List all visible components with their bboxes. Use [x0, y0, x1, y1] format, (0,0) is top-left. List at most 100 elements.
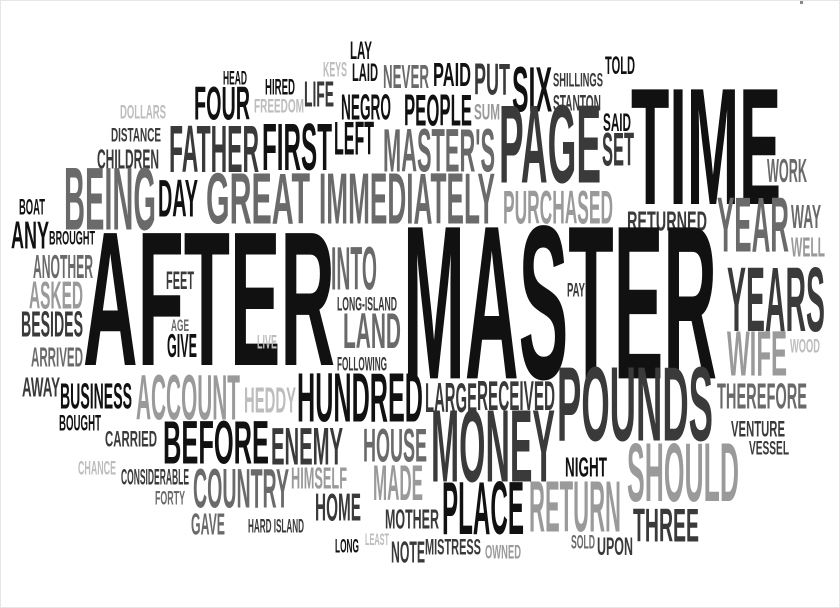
cloud-word-sold: SOLD	[571, 531, 596, 553]
cloud-word-pay: PAY	[567, 279, 585, 301]
cloud-word-considerable: CONSIDERABLE	[121, 464, 190, 490]
cloud-word-owned: OWNED	[485, 541, 521, 563]
cloud-word-hard-island: HARD ISLAND	[248, 515, 305, 537]
cloud-word-time: TIME	[631, 53, 781, 241]
cloud-word-chance: CHANCE	[78, 457, 116, 479]
cloud-word-first: FIRST	[262, 109, 332, 185]
cloud-word-give: GIVE	[167, 327, 197, 365]
cloud-word-asked: ASKED	[29, 273, 84, 317]
cloud-word-any: ANY	[11, 213, 50, 257]
cloud-word-bought: BOUGHT	[59, 410, 101, 436]
cloud-word-away: AWAY	[22, 371, 61, 403]
cloud-word-into: INTO	[331, 234, 377, 304]
cloud-word-boat: BOAT	[19, 194, 45, 220]
cloud-word-age: AGE	[171, 315, 190, 335]
cloud-word-four: FOUR	[194, 77, 251, 131]
cloud-word-place: PLACE	[442, 466, 524, 550]
cloud-word-wood: WOOD	[790, 335, 820, 357]
cloud-word-made: MADE	[373, 455, 423, 511]
cloud-word-paid: PAID	[433, 56, 471, 94]
cloud-word-arrived: ARRIVED	[31, 341, 83, 373]
cloud-word-returned: RETURNED	[627, 205, 708, 237]
cloud-word-large: LARGE	[425, 374, 478, 422]
cloud-word-long: LONG	[335, 535, 360, 557]
cloud-word-being: BEING	[64, 149, 157, 249]
cloud-word-return: RETURN	[529, 466, 621, 548]
cloud-word-therefore: THEREFORE	[717, 375, 807, 417]
cloud-word-dollars: DOLLARS	[120, 101, 167, 123]
cloud-word-gave: GAVE	[191, 506, 226, 542]
cloud-word-vessel: VESSEL	[749, 437, 790, 459]
cloud-word-mother: MOTHER	[385, 503, 439, 535]
cloud-word-hired: HIRED	[265, 74, 295, 100]
cloud-word-sum: SUM	[474, 99, 500, 125]
cloud-word-another: ANOTHER	[33, 248, 94, 286]
cloud-word-heddy: HEDDY	[244, 379, 296, 421]
cloud-word-distance: DISTANCE	[111, 124, 162, 146]
cloud-word-note: NOTE	[391, 534, 426, 570]
cloud-word-house: HOUSE	[363, 419, 428, 473]
cloud-word-keys: KEYS	[323, 57, 347, 82]
cloud-word-six: SIX	[512, 54, 553, 126]
cloud-word-pounds: POUNDS	[557, 345, 713, 465]
cloud-word-negro: NEGRO	[341, 86, 392, 128]
cloud-word-long-island: LONG-ISLAND	[337, 293, 397, 315]
cloud-word-immediately: IMMEDIATELY	[319, 158, 495, 240]
cloud-word-way: WAY	[791, 198, 821, 236]
cloud-word-upon: UPON	[597, 532, 633, 560]
cloud-word-master: MASTER	[403, 181, 718, 427]
cloud-word-page: PAGE	[499, 82, 602, 208]
cloud-word-hundred: HUNDRED	[297, 359, 423, 437]
cloud-word-feet: FEET	[166, 266, 195, 294]
cloud-word-lay: LAY	[350, 36, 373, 64]
cloud-word-money: MONEY	[431, 388, 555, 504]
cloud-word-besides: BESIDES	[21, 303, 83, 345]
cloud-word-set: SET	[602, 123, 634, 177]
corner-mark	[800, 1, 803, 4]
cloud-word-wife: WIFE	[727, 318, 787, 390]
cloud-word-account: ACCOUNT	[136, 362, 240, 434]
cloud-word-night: NIGHT	[565, 451, 607, 483]
cloud-word-left: LEFT	[334, 112, 374, 166]
cloud-word-work: WORK	[767, 152, 807, 190]
cloud-word-received: RECEIVED	[477, 372, 556, 420]
cloud-word-enemy: ENEMY	[271, 416, 344, 476]
cloud-word-laid: LAID	[352, 58, 378, 86]
cloud-word-shillings: SHILLINGS	[553, 69, 603, 91]
cloud-word-life: LIFE	[304, 73, 335, 115]
cloud-word-well: WELL	[791, 231, 825, 263]
cloud-word-live: LIVE	[257, 331, 278, 353]
cloud-word-venture: VENTURE	[731, 416, 785, 442]
cloud-word-year: YEAR	[717, 181, 789, 269]
cloud-word-following: FOLLOWING	[337, 353, 387, 375]
cloud-word-before: BEFORE	[163, 408, 270, 478]
cloud-word-should: SHOULD	[627, 426, 740, 520]
cloud-word-land: LAND	[343, 303, 401, 359]
cloud-word-children: CHILDREN	[97, 143, 159, 175]
cloud-word-years: YEARS	[727, 248, 825, 352]
cloud-word-after: AFTER	[83, 192, 335, 408]
cloud-word-business: BUSINESS	[60, 375, 132, 417]
cloud-word-purchased: PURCHASED	[503, 181, 614, 235]
cloud-word-never: NEVER	[383, 58, 429, 96]
cloud-word-stanton: STANTON	[553, 90, 601, 116]
cloud-word-master-s: MASTER'S	[383, 116, 496, 186]
cloud-word-forty: FORTY	[155, 487, 185, 509]
cloud-word-brought: BROUGHT	[49, 227, 96, 249]
cloud-word-told: TOLD	[605, 51, 636, 79]
cloud-word-least: LEAST	[365, 529, 389, 549]
cloud-word-three: THREE	[633, 499, 699, 553]
cloud-word-carried: CARRIED	[105, 426, 157, 452]
cloud-word-great: GREAT	[206, 158, 311, 240]
cloud-word-freedom: FREEDOM	[254, 95, 304, 117]
cloud-word-mistress: MISTRESS	[425, 534, 481, 560]
cloud-word-father: FATHER	[169, 111, 260, 187]
cloud-word-said: SAID	[603, 108, 632, 136]
cloud-word-head: HEAD	[223, 67, 248, 89]
cloud-word-country: COUNTRY	[193, 457, 289, 521]
cloud-word-put: PUT	[474, 54, 510, 104]
cloud-word-home: HOME	[315, 485, 361, 529]
cloud-word-day: DAY	[158, 168, 199, 228]
cloud-word-people: PEOPLE	[404, 85, 472, 135]
